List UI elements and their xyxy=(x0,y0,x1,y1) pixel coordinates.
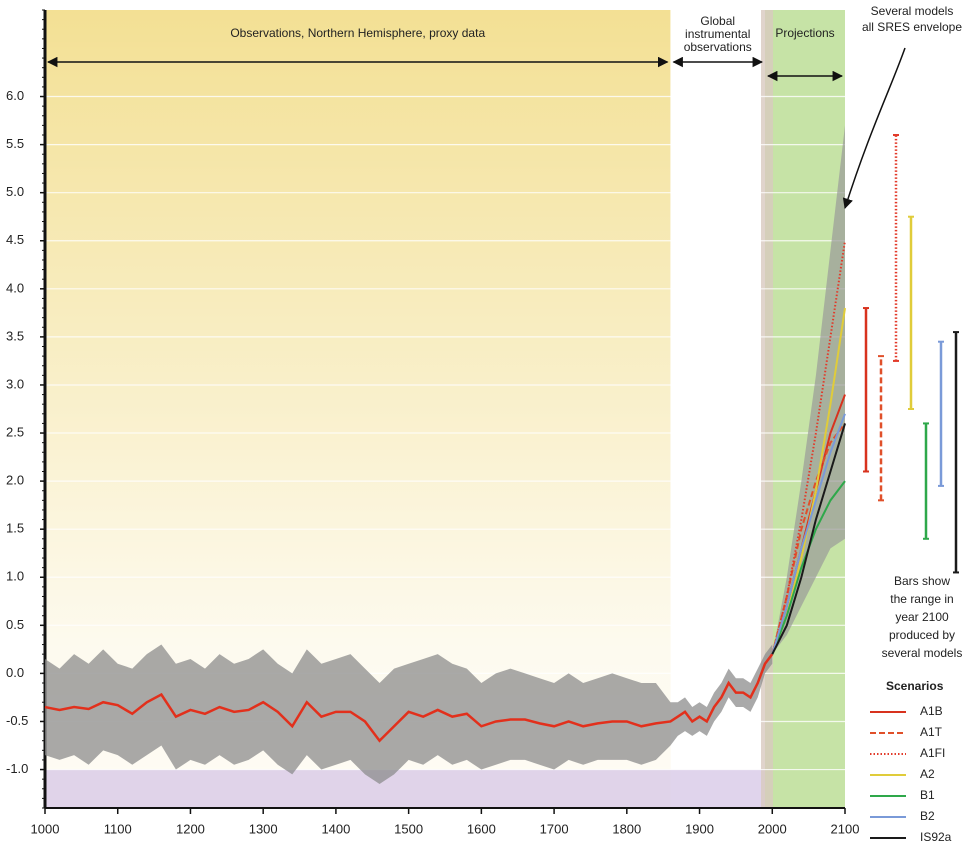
scenario-line xyxy=(771,240,846,655)
envelope-note: Several models xyxy=(871,4,954,18)
y-tick-label: 2.0 xyxy=(6,473,24,488)
scenario-line xyxy=(771,413,846,655)
y-tick-label: 5.0 xyxy=(6,184,24,199)
y-tick-label: 0.0 xyxy=(6,665,24,680)
below-band xyxy=(45,769,765,808)
y-tick-label: 5.5 xyxy=(6,136,24,151)
observation-line xyxy=(44,653,774,743)
x-tick-label: 1400 xyxy=(321,821,350,836)
y-tick-label: 6.0 xyxy=(6,88,24,103)
x-tick-label: 1700 xyxy=(540,821,569,836)
region-label: observations xyxy=(684,40,752,54)
y-tick-label: 1.0 xyxy=(6,569,24,584)
region-label: instrumental xyxy=(685,27,750,41)
x-tick-label: 1200 xyxy=(176,821,205,836)
y-tick-label: 3.0 xyxy=(6,376,24,391)
region-label: Observations, Northern Hemisphere, proxy… xyxy=(230,26,485,40)
x-tick-label: 1500 xyxy=(394,821,423,836)
y-tick-label: -1.0 xyxy=(6,761,28,776)
bars-note: several models xyxy=(882,646,963,660)
y-tick-label: 2.5 xyxy=(6,424,24,439)
observation-range xyxy=(45,644,773,784)
y-tick-label: 4.5 xyxy=(6,232,24,247)
legend-label: A1T xyxy=(920,725,943,739)
legend-label: IS92a xyxy=(920,830,952,844)
scenario-line xyxy=(771,423,846,655)
bars-note: year 2100 xyxy=(895,610,949,624)
x-tick-label: 1600 xyxy=(467,821,496,836)
envelope xyxy=(772,125,845,655)
y-tick-label: 4.0 xyxy=(6,280,24,295)
x-tick-label: 1000 xyxy=(31,821,60,836)
side-panel: Several models all SRES envelope Bars show… xyxy=(842,4,975,854)
legend-box xyxy=(862,670,975,854)
y-tick-label: 3.5 xyxy=(6,328,24,343)
x-tick-label: 2100 xyxy=(831,821,860,836)
x-tick-label: 1300 xyxy=(249,821,278,836)
plot: -1.0 -0.5 0.0 0.5 1.0 1.5 2.0 2.5 3.0 3.5 4.0 4.5 5.… xyxy=(6,9,860,836)
x-tick-label: 1100 xyxy=(104,821,132,836)
region-label: Projections xyxy=(775,26,834,40)
x-tick-label: 1800 xyxy=(612,821,641,836)
legend-title: Scenarios xyxy=(886,679,944,693)
legend-label: B1 xyxy=(920,788,935,802)
y-tick-label: 0.5 xyxy=(6,617,24,632)
legend-label: A2 xyxy=(920,767,935,781)
bars-note: produced by xyxy=(889,628,955,642)
region-label: Global xyxy=(700,14,735,28)
y-tick-label: 1.5 xyxy=(6,521,24,536)
legend-label: A1FI xyxy=(920,746,945,760)
bars-note: the range in xyxy=(890,592,953,606)
y-tick-label: -0.5 xyxy=(6,713,28,728)
envelope-note: all SRES envelope xyxy=(862,20,962,34)
x-tick-label: 2000 xyxy=(758,821,787,836)
envelope-arrow xyxy=(842,47,906,209)
transition-band xyxy=(761,10,773,808)
legend-label: B2 xyxy=(920,809,935,823)
legend-label: A1B xyxy=(920,704,943,718)
x-tick-label: 1900 xyxy=(685,821,714,836)
bars-note: Bars show xyxy=(894,574,950,588)
region xyxy=(670,10,765,808)
